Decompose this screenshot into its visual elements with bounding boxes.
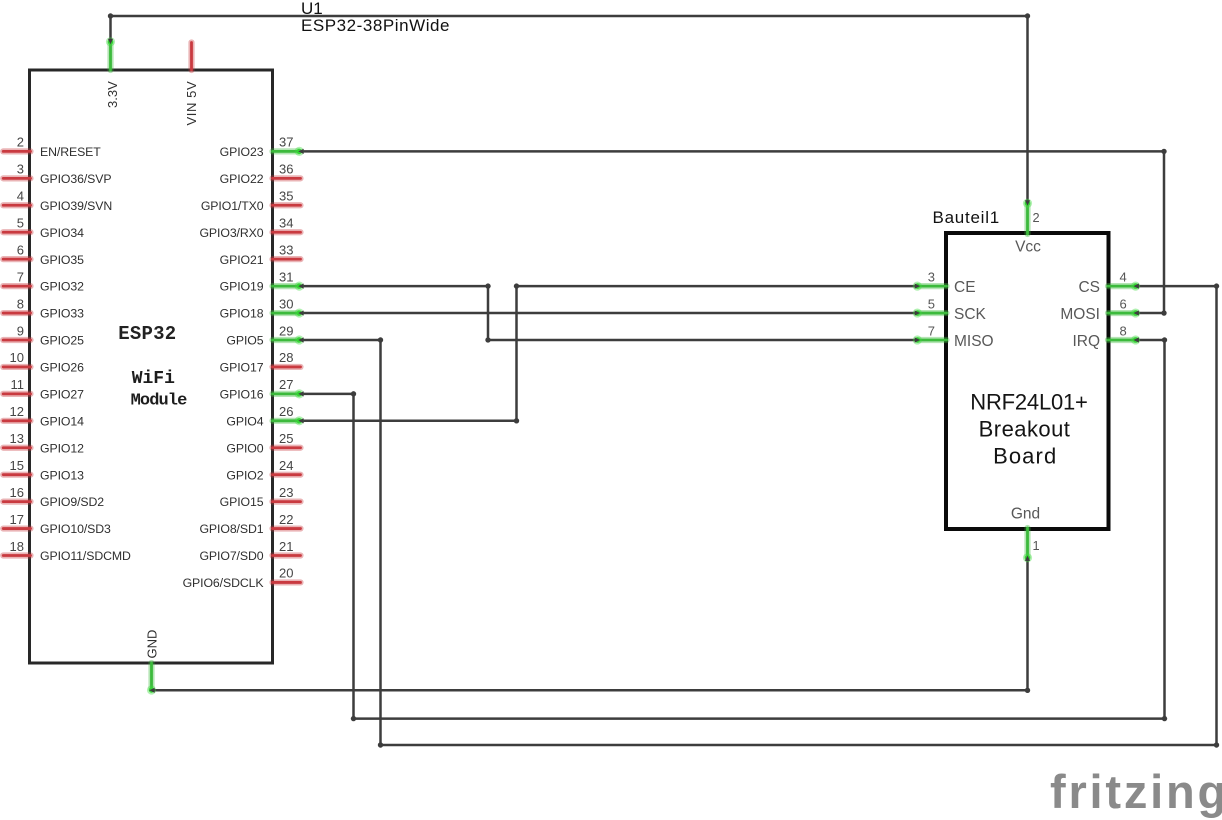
svg-text:ESP32: ESP32 <box>118 323 176 345</box>
svg-text:GPIO2: GPIO2 <box>226 468 263 482</box>
svg-text:GPIO5: GPIO5 <box>226 334 263 348</box>
svg-text:SCK: SCK <box>954 306 987 323</box>
svg-text:IRQ: IRQ <box>1072 333 1100 350</box>
svg-text:GPIO4: GPIO4 <box>226 414 263 428</box>
svg-text:GPIO8/SD1: GPIO8/SD1 <box>199 522 263 536</box>
svg-text:WiFi: WiFi <box>132 369 175 389</box>
svg-text:GPIO33: GPIO33 <box>40 307 84 321</box>
svg-text:5: 5 <box>928 296 935 311</box>
svg-text:35: 35 <box>279 189 293 204</box>
svg-text:fritzing: fritzing <box>1050 765 1222 818</box>
svg-text:CE: CE <box>954 279 976 296</box>
svg-text:8: 8 <box>17 296 24 311</box>
svg-text:GPIO34: GPIO34 <box>40 226 84 240</box>
svg-text:15: 15 <box>10 458 24 473</box>
svg-text:11: 11 <box>11 377 25 392</box>
svg-text:GPIO6/SDCLK: GPIO6/SDCLK <box>183 576 265 590</box>
svg-text:7: 7 <box>17 269 24 284</box>
svg-text:29: 29 <box>279 323 293 338</box>
svg-text:GPIO9/SD2: GPIO9/SD2 <box>40 495 104 509</box>
svg-text:12: 12 <box>10 404 24 419</box>
svg-text:8: 8 <box>1120 323 1127 338</box>
svg-text:CS: CS <box>1078 279 1100 296</box>
svg-text:U1: U1 <box>301 0 323 18</box>
svg-text:Gnd: Gnd <box>1011 506 1040 523</box>
svg-text:Bauteil1: Bauteil1 <box>933 208 1000 227</box>
svg-text:GPIO26: GPIO26 <box>40 361 84 375</box>
svg-text:2: 2 <box>17 135 24 150</box>
svg-text:6: 6 <box>17 242 24 257</box>
svg-text:GPIO39/SVN: GPIO39/SVN <box>40 199 112 213</box>
svg-text:25: 25 <box>279 431 293 446</box>
svg-text:24: 24 <box>279 458 293 473</box>
svg-text:4: 4 <box>1120 269 1127 284</box>
svg-text:GPIO7/SD0: GPIO7/SD0 <box>199 549 263 563</box>
svg-text:GPIO13: GPIO13 <box>40 468 84 482</box>
svg-text:GPIO10/SD3: GPIO10/SD3 <box>40 522 111 536</box>
svg-text:34: 34 <box>279 216 293 231</box>
svg-text:26: 26 <box>279 404 293 419</box>
svg-text:22: 22 <box>279 512 293 527</box>
svg-text:GPIO36/SVP: GPIO36/SVP <box>40 172 111 186</box>
svg-text:10: 10 <box>10 350 24 365</box>
svg-text:Vcc: Vcc <box>1015 239 1041 256</box>
svg-text:GPIO12: GPIO12 <box>40 441 84 455</box>
svg-text:GPIO17: GPIO17 <box>220 361 264 375</box>
svg-text:Module: Module <box>131 392 188 411</box>
svg-text:6: 6 <box>1120 296 1127 311</box>
svg-text:17: 17 <box>10 512 24 527</box>
svg-text:GPIO1/TX0: GPIO1/TX0 <box>201 199 264 213</box>
svg-text:23: 23 <box>279 485 293 500</box>
svg-text:MISO: MISO <box>954 333 994 350</box>
svg-text:GPIO23: GPIO23 <box>220 145 264 159</box>
svg-text:28: 28 <box>279 350 293 365</box>
svg-text:GPIO22: GPIO22 <box>220 172 264 186</box>
svg-text:GPIO18: GPIO18 <box>220 307 264 321</box>
svg-text:GPIO35: GPIO35 <box>40 253 84 267</box>
svg-text:Breakout: Breakout <box>979 417 1071 442</box>
svg-text:GPIO0: GPIO0 <box>226 441 263 455</box>
svg-text:GPIO11/SDCMD: GPIO11/SDCMD <box>40 549 131 563</box>
svg-text:GPIO3/RX0: GPIO3/RX0 <box>199 226 263 240</box>
svg-text:13: 13 <box>10 431 24 446</box>
svg-text:16: 16 <box>10 485 24 500</box>
svg-text:GPIO16: GPIO16 <box>220 387 264 401</box>
svg-text:VIN 5V: VIN 5V <box>184 81 199 126</box>
svg-text:EN/RESET: EN/RESET <box>40 145 101 159</box>
svg-text:GPIO27: GPIO27 <box>40 387 84 401</box>
svg-text:Board: Board <box>993 444 1057 469</box>
svg-text:21: 21 <box>279 539 293 554</box>
svg-text:3: 3 <box>17 162 24 177</box>
svg-text:GPIO25: GPIO25 <box>40 334 84 348</box>
svg-text:GPIO19: GPIO19 <box>220 280 264 294</box>
svg-text:MOSI: MOSI <box>1060 306 1100 323</box>
svg-text:3: 3 <box>928 269 935 284</box>
svg-text:GPIO21: GPIO21 <box>220 253 264 267</box>
svg-text:7: 7 <box>928 323 935 338</box>
svg-text:4: 4 <box>17 189 24 204</box>
svg-text:20: 20 <box>279 566 293 581</box>
svg-text:33: 33 <box>279 242 293 257</box>
svg-text:27: 27 <box>279 377 293 392</box>
svg-text:GPIO14: GPIO14 <box>40 414 84 428</box>
svg-text:9: 9 <box>17 323 24 338</box>
svg-text:31: 31 <box>279 269 293 284</box>
svg-text:37: 37 <box>279 135 293 150</box>
svg-text:3.3V: 3.3V <box>105 81 120 108</box>
svg-text:GPIO32: GPIO32 <box>40 280 84 294</box>
svg-text:30: 30 <box>279 296 293 311</box>
svg-text:1: 1 <box>1033 538 1040 553</box>
svg-text:2: 2 <box>1033 210 1040 225</box>
svg-text:18: 18 <box>10 539 24 554</box>
svg-text:GND: GND <box>145 630 160 659</box>
svg-text:NRF24L01+: NRF24L01+ <box>970 390 1087 415</box>
svg-text:36: 36 <box>279 162 293 177</box>
svg-text:5: 5 <box>17 216 24 231</box>
svg-text:ESP32-38PinWide: ESP32-38PinWide <box>301 16 450 35</box>
svg-text:GPIO15: GPIO15 <box>220 495 264 509</box>
